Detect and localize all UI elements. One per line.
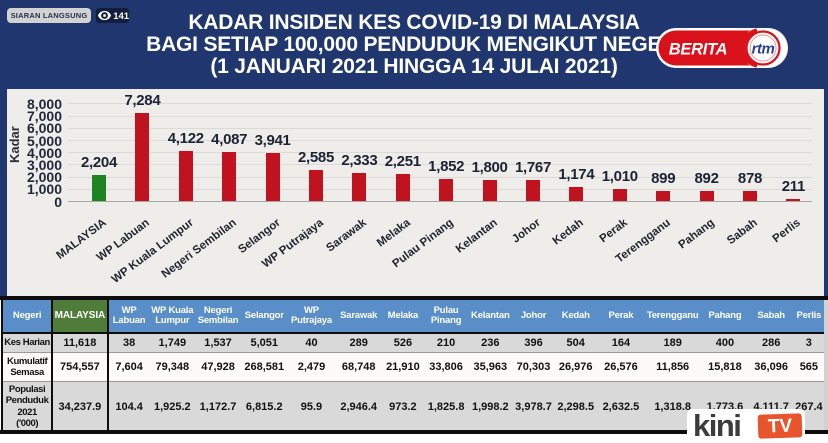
svg-text:BERITA: BERITA [669, 41, 727, 59]
svg-text:rtm: rtm [752, 41, 775, 58]
svg-text:141: 141 [113, 11, 129, 22]
